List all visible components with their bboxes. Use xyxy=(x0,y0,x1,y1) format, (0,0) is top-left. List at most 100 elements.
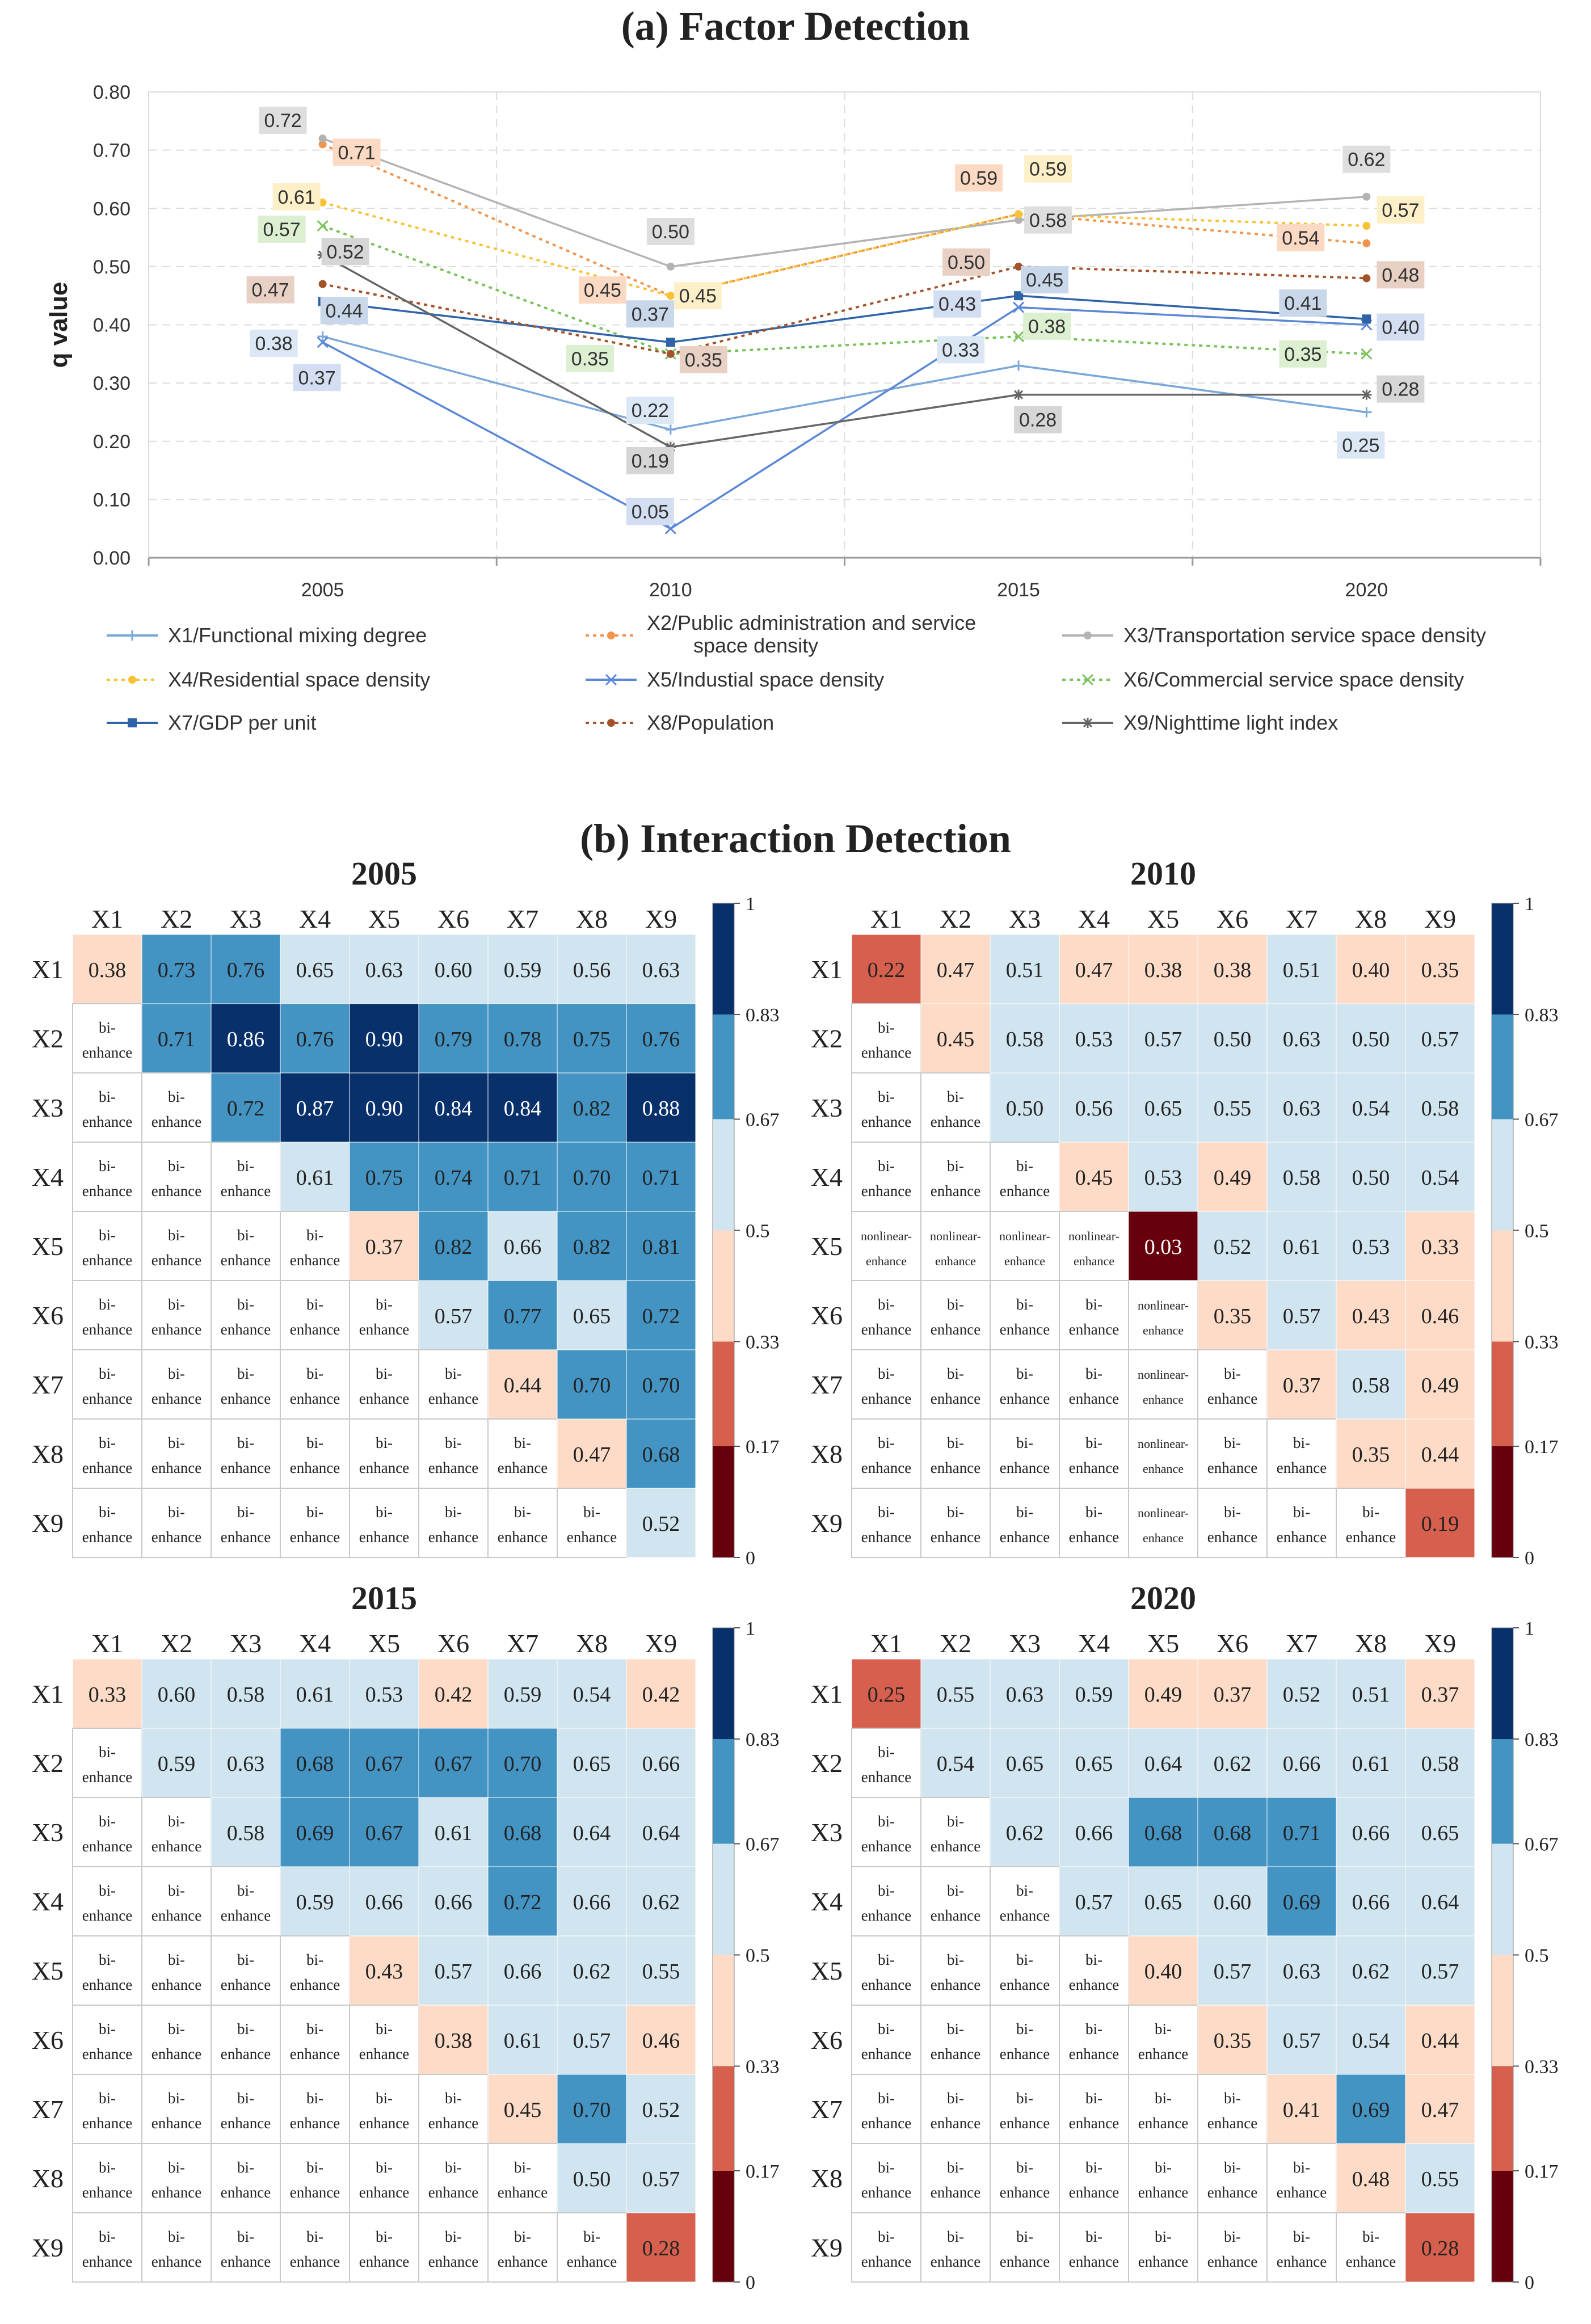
interaction-type-cell xyxy=(990,1280,1060,1350)
row-header: X1 xyxy=(32,1679,64,1708)
interaction-type-label: bi-enhance xyxy=(1069,2228,1119,2270)
data-point xyxy=(664,523,676,534)
interaction-type-line: enhance xyxy=(498,1459,548,1476)
interaction-type-line: bi- xyxy=(306,1434,323,1451)
interaction-type-cell xyxy=(418,1349,489,1420)
interaction-type-cell xyxy=(141,1349,212,1420)
colorbar-segment xyxy=(1492,1230,1513,1342)
interaction-type-label: bi-enhance xyxy=(861,1504,911,1546)
interaction-type-line: enhance xyxy=(1277,2253,1327,2270)
interaction-type-line: bi- xyxy=(878,1157,895,1174)
heatmap-value: 0.65 xyxy=(296,958,334,982)
heatmap-value: 0.53 xyxy=(365,1683,403,1707)
heatmap-cell xyxy=(1197,1003,1268,1073)
data-label: 0.37 xyxy=(632,304,669,325)
interaction-type-label: bi-enhance xyxy=(290,2020,340,2062)
series-line-8 xyxy=(322,265,1367,355)
column-header: X3 xyxy=(1009,904,1041,933)
interaction-type-cell xyxy=(1128,1280,1198,1350)
interaction-type-label: bi-enhance xyxy=(1069,2159,1119,2201)
heatmap-value: 0.44 xyxy=(1421,2029,1459,2053)
interaction-type-line: bi- xyxy=(99,1157,116,1174)
interaction-type-cell xyxy=(280,1211,350,1281)
interaction-type-cell xyxy=(920,2005,991,2075)
heatmap-value: 0.71 xyxy=(642,1166,680,1190)
interaction-type-line: enhance xyxy=(1143,1323,1184,1337)
interaction-type-cell xyxy=(349,2074,419,2144)
y-tick-label: 0.60 xyxy=(93,198,131,220)
column-header: X6 xyxy=(437,904,469,933)
data-label-bg xyxy=(626,447,674,475)
interaction-type-label: bi-enhance xyxy=(82,1157,132,1199)
data-label-bg xyxy=(1279,340,1327,368)
heatmap-cell xyxy=(1128,1658,1198,1729)
y-tick-label: 0.40 xyxy=(93,315,131,336)
interaction-type-cell xyxy=(1059,1280,1129,1350)
heatmap-value: 0.60 xyxy=(158,1683,196,1707)
interaction-type-cell xyxy=(349,1280,419,1350)
column-header: X4 xyxy=(299,1629,331,1658)
heatmap-value: 0.50 xyxy=(1352,1166,1390,1190)
interaction-type-cell xyxy=(211,1866,281,1936)
colorbar-segment xyxy=(713,1739,734,1844)
heatmap-cell xyxy=(1405,2005,1475,2075)
heatmap-value: 0.57 xyxy=(642,2167,680,2191)
interaction-type-line: enhance xyxy=(1069,2184,1119,2201)
interaction-type-line: bi- xyxy=(168,1882,185,1899)
interaction-type-line: bi- xyxy=(878,1813,895,1830)
interaction-type-line: bi- xyxy=(947,1365,964,1382)
heatmap-cell xyxy=(1405,1728,1475,1798)
interaction-type-label: bi-enhance xyxy=(1277,2228,1327,2270)
heatmap-cell xyxy=(1266,1142,1337,1212)
data-point xyxy=(666,350,675,358)
interaction-type-cell xyxy=(72,2074,142,2144)
interaction-type-line: bi- xyxy=(878,1088,895,1105)
row-header: X3 xyxy=(32,1093,64,1122)
heatmap-cell xyxy=(990,1658,1060,1729)
heatmap-value: 0.52 xyxy=(642,2098,680,2122)
colorbar-tick-label: 1 xyxy=(1525,1618,1534,1639)
interaction-type-cell xyxy=(920,1935,991,2006)
heatmap-value: 0.69 xyxy=(296,1821,334,1845)
heatmap-value: 0.62 xyxy=(1352,1960,1390,1984)
data-label-bg xyxy=(1023,313,1071,340)
heatmap-cell xyxy=(626,1658,696,1729)
interaction-type-line: nonlinear- xyxy=(1138,1437,1189,1451)
interaction-type-cell xyxy=(280,1349,350,1420)
colorbar-segment xyxy=(713,903,734,1015)
heatmap-value: 0.59 xyxy=(504,1683,542,1707)
heatmap-cell xyxy=(1405,1935,1475,2006)
interaction-type-label: bi-enhance xyxy=(221,1296,271,1338)
interaction-type-line: bi- xyxy=(376,1365,393,1382)
heatmap-cell xyxy=(1059,1728,1129,1798)
row-header: X4 xyxy=(811,1163,843,1192)
interaction-type-line: bi- xyxy=(1155,2020,1172,2037)
data-label: 0.38 xyxy=(1028,316,1066,338)
y-tick-label: 0.00 xyxy=(93,548,131,569)
interaction-type-cell xyxy=(349,1349,419,1420)
interaction-type-cell xyxy=(349,2212,419,2283)
heatmap-value: 0.57 xyxy=(1144,1028,1182,1051)
interaction-type-line: enhance xyxy=(82,1113,132,1130)
heatmap-cell xyxy=(418,1797,489,1867)
heatmap-cell xyxy=(280,934,350,1004)
heatmap-value: 0.58 xyxy=(227,1821,265,1845)
legend-swatch-marker xyxy=(607,631,615,639)
interaction-type-label: bi-enhance xyxy=(1138,2228,1188,2270)
row-header: X8 xyxy=(32,1439,64,1468)
heatmap-value: 0.37 xyxy=(1214,1683,1252,1707)
interaction-type-line: enhance xyxy=(866,1254,907,1268)
heatmap-cell xyxy=(211,1072,281,1143)
interaction-type-cell xyxy=(72,1349,142,1420)
interaction-type-label: bi-enhance xyxy=(290,1434,340,1476)
interaction-type-cell xyxy=(141,1797,212,1867)
interaction-type-label: bi-enhance xyxy=(567,2228,617,2270)
column-header: X3 xyxy=(1009,1629,1041,1658)
interaction-type-line: enhance xyxy=(151,1976,201,1993)
legend-swatch-marker xyxy=(128,718,137,727)
legend-item-5: X5/Industial space density xyxy=(586,668,884,691)
interaction-type-line: enhance xyxy=(1069,1529,1119,1546)
heatmap-cell xyxy=(1405,1142,1475,1212)
heatmap-value: 0.67 xyxy=(435,1752,473,1776)
heatmap-value: 0.46 xyxy=(1421,1304,1459,1328)
